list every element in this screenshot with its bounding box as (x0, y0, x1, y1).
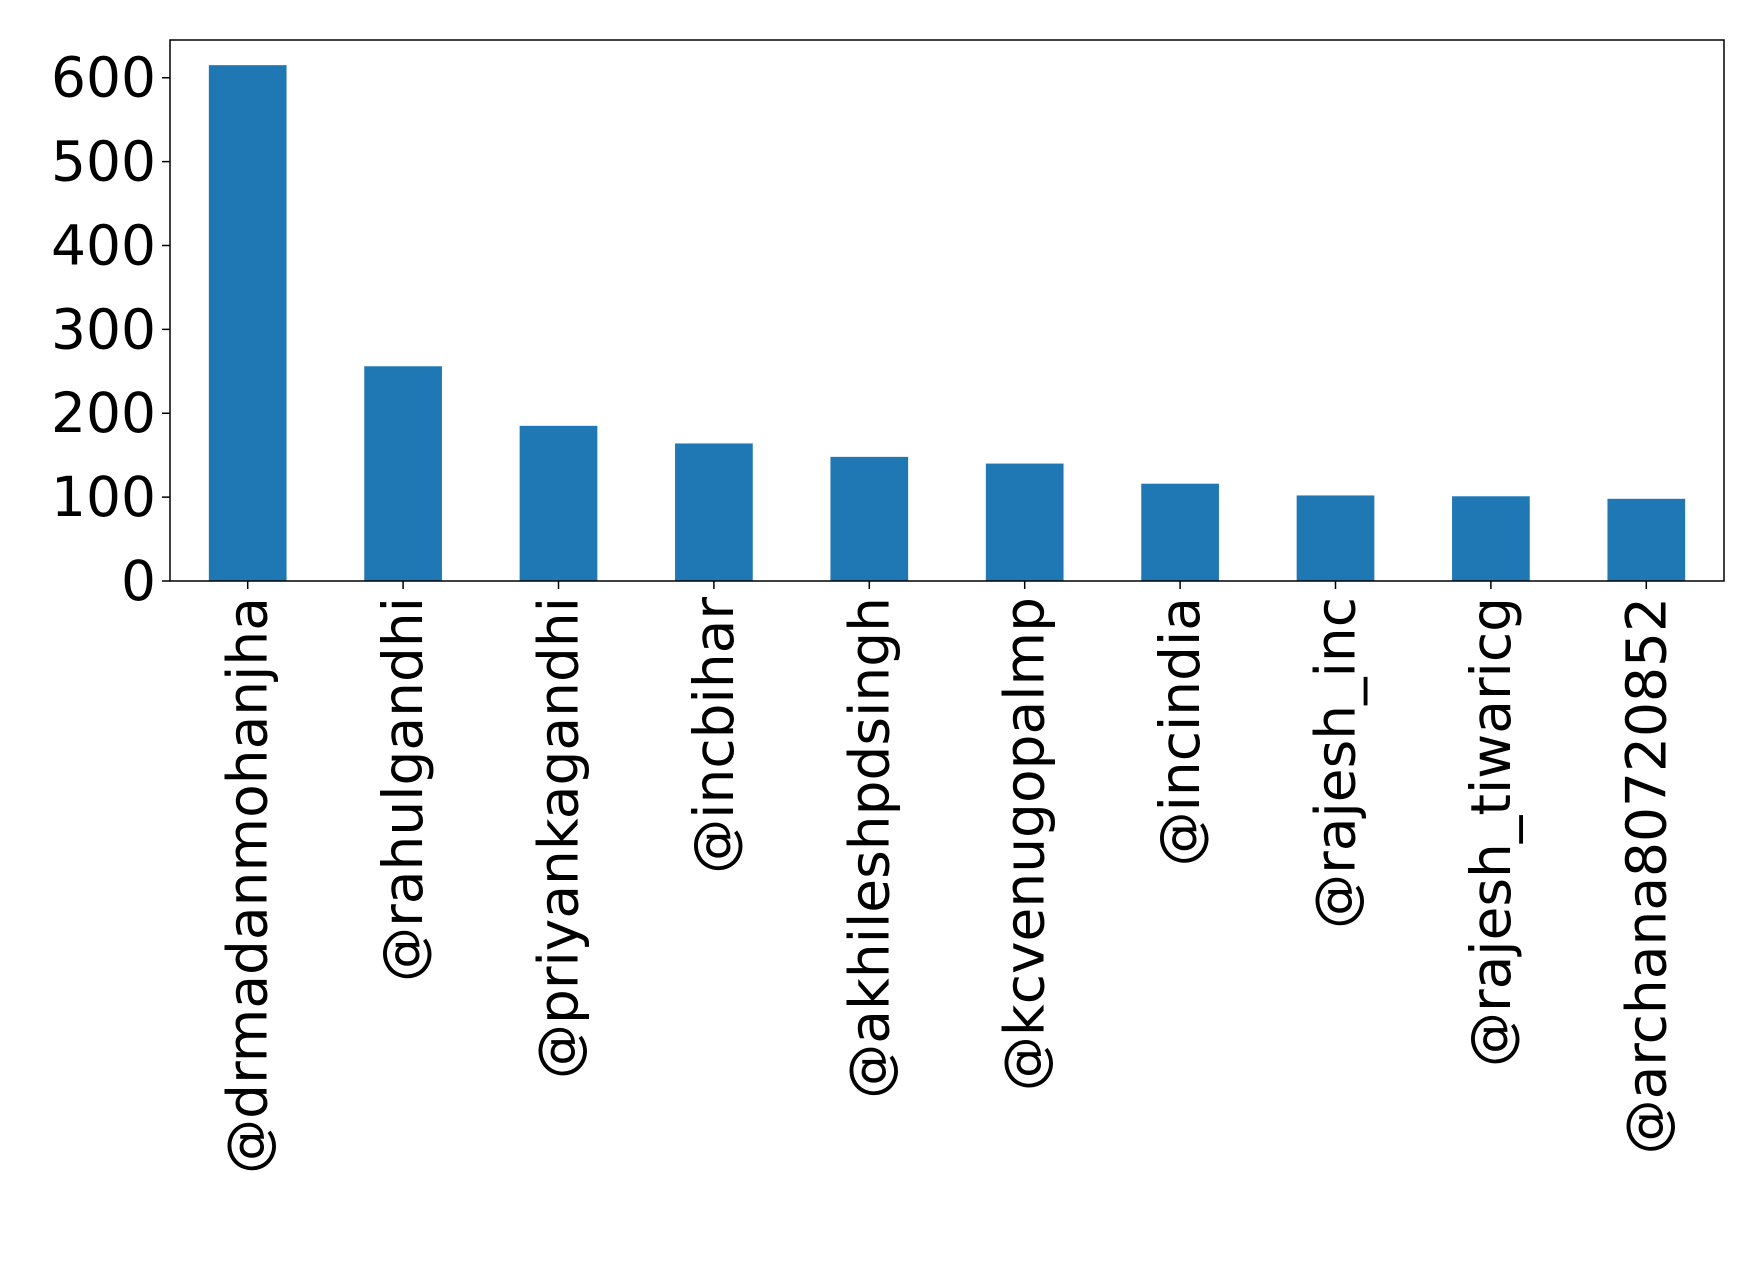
y-tick-label: 300 (51, 297, 156, 361)
bar (1452, 496, 1530, 581)
x-tick-label: @archana80720852 (1614, 597, 1678, 1154)
bar (830, 456, 909, 581)
x-tick-label: @rajesh_tiwaricg (1459, 597, 1523, 1067)
x-tick-label: @akhileshpdsingh (837, 597, 901, 1099)
x-tick-label: @incindia (1148, 597, 1212, 866)
y-axis: 0 100 200 300 400 500 600 (51, 46, 170, 613)
bars-group (208, 65, 1686, 582)
x-tick-label: @kcvenugopalmp (993, 597, 1057, 1091)
bar (519, 425, 598, 581)
y-tick-label: 400 (51, 213, 156, 277)
bar (1607, 498, 1686, 581)
bar (675, 443, 753, 581)
x-tick-label: @drmadanmohanjha (216, 597, 280, 1174)
x-tick-label: @incbihar (682, 597, 746, 874)
x-tick-label: @priyankagandhi (527, 597, 591, 1079)
bar (1141, 483, 1219, 581)
x-tick-label: @rajesh_inc (1304, 597, 1368, 929)
y-tick-label: 600 (51, 46, 156, 110)
y-tick-label: 500 (51, 130, 156, 194)
bar (208, 65, 287, 582)
y-tick-label: 100 (51, 465, 156, 529)
bar (364, 366, 442, 581)
x-axis: @drmadanmohanjha @rahulgandhi @priyankagan… (216, 581, 1678, 1174)
plot-frame (169, 39, 1725, 582)
bar (985, 463, 1064, 581)
y-tick-label: 200 (51, 381, 156, 445)
y-tick-label: 0 (121, 549, 156, 613)
x-tick-label: @rahulgandhi (371, 597, 435, 982)
bar (1296, 495, 1375, 581)
